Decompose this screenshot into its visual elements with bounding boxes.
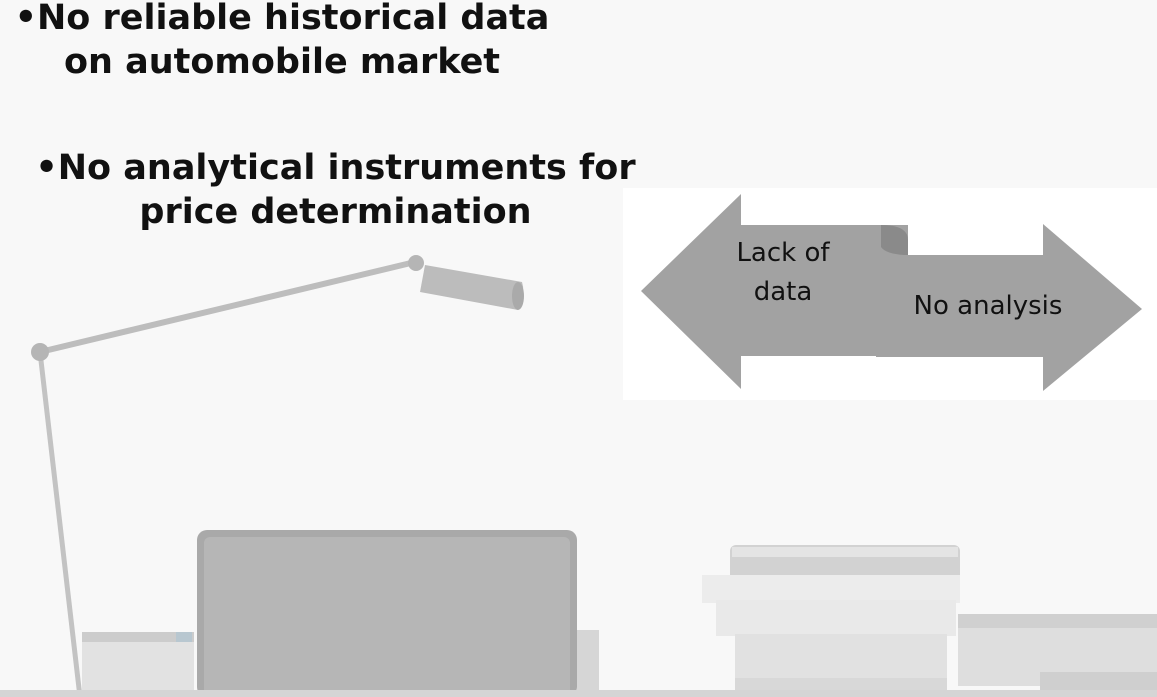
arrows-graphic	[623, 188, 1157, 400]
right-arrow-shape	[876, 224, 1142, 391]
bullet-no-analytical-instruments: •No analytical instruments for price det…	[35, 148, 636, 232]
desk-lamp-icon	[31, 255, 524, 697]
right-arrow-label: No analysis	[913, 291, 1063, 321]
left-arrow-shape	[641, 194, 908, 389]
bullet-no-reliable-data: •No reliable historical data on automobi…	[14, 0, 550, 82]
laptop-icon	[197, 530, 577, 697]
left-books-icon	[82, 630, 599, 697]
left-arrow-label: Lack of data	[736, 238, 830, 307]
problem-arrows-diagram: Lack of data No analysis	[623, 188, 1157, 400]
